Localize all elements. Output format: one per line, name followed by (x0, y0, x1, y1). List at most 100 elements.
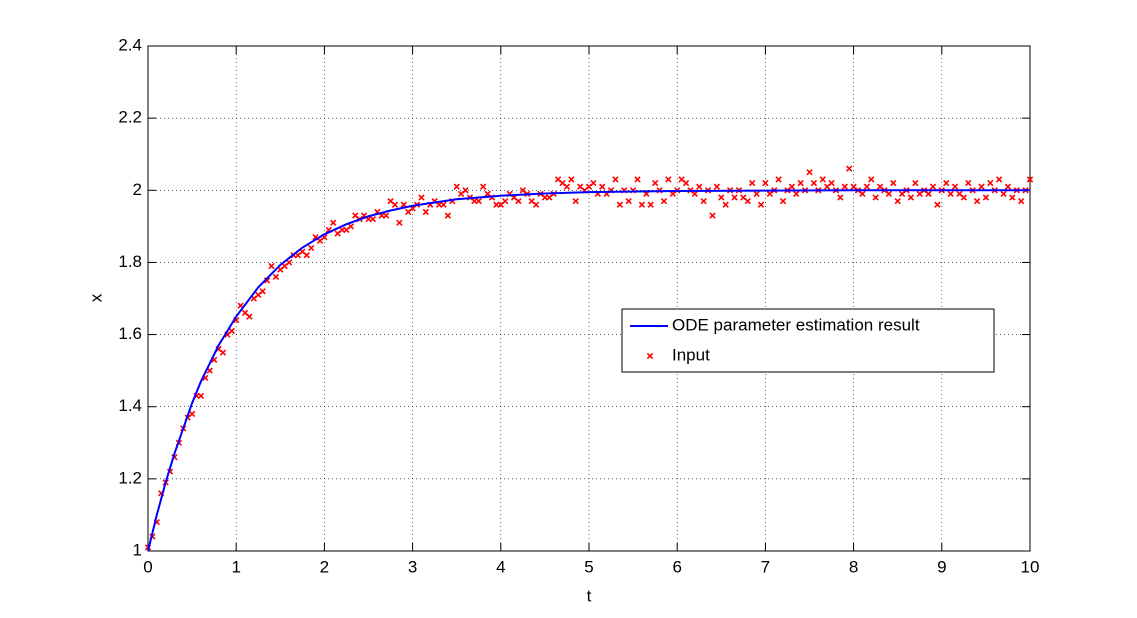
data-point (718, 194, 725, 201)
data-point (418, 194, 425, 201)
marker-stroke (246, 313, 253, 320)
marker-stroke (775, 176, 782, 183)
data-point (272, 273, 280, 281)
marker-stroke (797, 179, 804, 187)
marker-stroke (793, 190, 800, 198)
marker-stroke (788, 183, 796, 190)
marker-stroke (1004, 183, 1012, 190)
data-point (700, 197, 707, 205)
data-point (947, 190, 954, 198)
x-tick-label: 10 (1021, 557, 1040, 576)
data-point (219, 349, 227, 356)
data-point (691, 190, 699, 198)
data-point (744, 197, 751, 205)
data-point (515, 197, 522, 205)
x-tick-label: 9 (937, 557, 946, 576)
data-point (837, 194, 844, 201)
data-point (806, 169, 813, 176)
data-point (982, 194, 990, 201)
data-point (757, 201, 765, 208)
marker-stroke (819, 176, 826, 183)
marker-stroke (960, 194, 968, 201)
marker-stroke (885, 190, 893, 198)
marker-stroke (779, 197, 787, 205)
marker-stroke (396, 219, 403, 226)
data-point (894, 197, 901, 205)
data-point (599, 183, 606, 190)
marker-stroke (308, 244, 315, 252)
data-point (502, 197, 509, 205)
data-point (1009, 194, 1016, 201)
data-point (590, 179, 597, 187)
data-point (779, 197, 787, 205)
data-point (868, 176, 875, 183)
data-point (819, 176, 826, 183)
data-point (616, 201, 624, 208)
legend-marker (646, 352, 654, 360)
marker-stroke (285, 259, 293, 266)
marker-stroke (453, 183, 460, 190)
data-point (634, 176, 641, 183)
marker-stroke (810, 179, 818, 187)
marker-stroke (987, 179, 994, 187)
marker-stroke (943, 179, 950, 187)
y-tick-label: 2 (133, 180, 142, 199)
marker-stroke (1000, 190, 1007, 198)
data-point (925, 190, 932, 198)
marker-stroke (462, 187, 469, 194)
data-point (749, 179, 756, 187)
marker-stroke (951, 183, 959, 190)
data-point (810, 179, 818, 187)
marker-stroke (731, 194, 738, 201)
marker-stroke (568, 176, 575, 183)
data-point (682, 179, 690, 187)
plot-frame (147, 45, 1031, 552)
marker-stroke (647, 201, 654, 208)
marker-stroke (219, 349, 227, 356)
data-point (951, 183, 959, 190)
data-point (995, 176, 1003, 183)
data-point (987, 179, 994, 187)
data-point (475, 197, 482, 205)
marker-stroke (634, 176, 641, 183)
marker-stroke (440, 201, 447, 208)
x-tick-label: 4 (496, 557, 505, 576)
marker-stroke (475, 197, 482, 205)
marker-stroke (1009, 194, 1016, 201)
marker-stroke (925, 190, 932, 198)
data-point (907, 194, 915, 201)
data-point (444, 212, 452, 219)
marker-stroke (965, 179, 972, 187)
marker-stroke (753, 190, 760, 198)
data-point (973, 197, 981, 205)
marker-stroke (330, 219, 337, 226)
marker-stroke (973, 197, 981, 205)
data-point (978, 183, 985, 190)
x-tick-label: 6 (672, 557, 681, 576)
marker-stroke (391, 201, 399, 208)
marker-stroke (744, 197, 751, 205)
marker-stroke (713, 183, 721, 190)
legend-box (621, 308, 995, 373)
marker-stroke (625, 197, 632, 205)
data-point (753, 190, 760, 198)
data-point (841, 183, 848, 190)
data-point (890, 179, 897, 187)
data-point (572, 197, 579, 205)
marker-stroke (718, 194, 725, 201)
marker-stroke (691, 190, 699, 198)
marker-stroke (422, 208, 429, 216)
data-point (308, 244, 315, 252)
marker-stroke (995, 176, 1003, 183)
y-tick-label: 1 (133, 540, 142, 559)
fit-line (147, 189, 1030, 552)
data-point (846, 165, 853, 172)
data-point (793, 190, 800, 198)
marker-stroke (572, 197, 579, 205)
marker-stroke (188, 410, 196, 418)
data-point (696, 183, 703, 190)
marker-stroke (369, 215, 377, 223)
y-tick-label: 2.4 (118, 35, 142, 54)
marker-stroke (665, 176, 672, 183)
data-point (391, 201, 399, 208)
